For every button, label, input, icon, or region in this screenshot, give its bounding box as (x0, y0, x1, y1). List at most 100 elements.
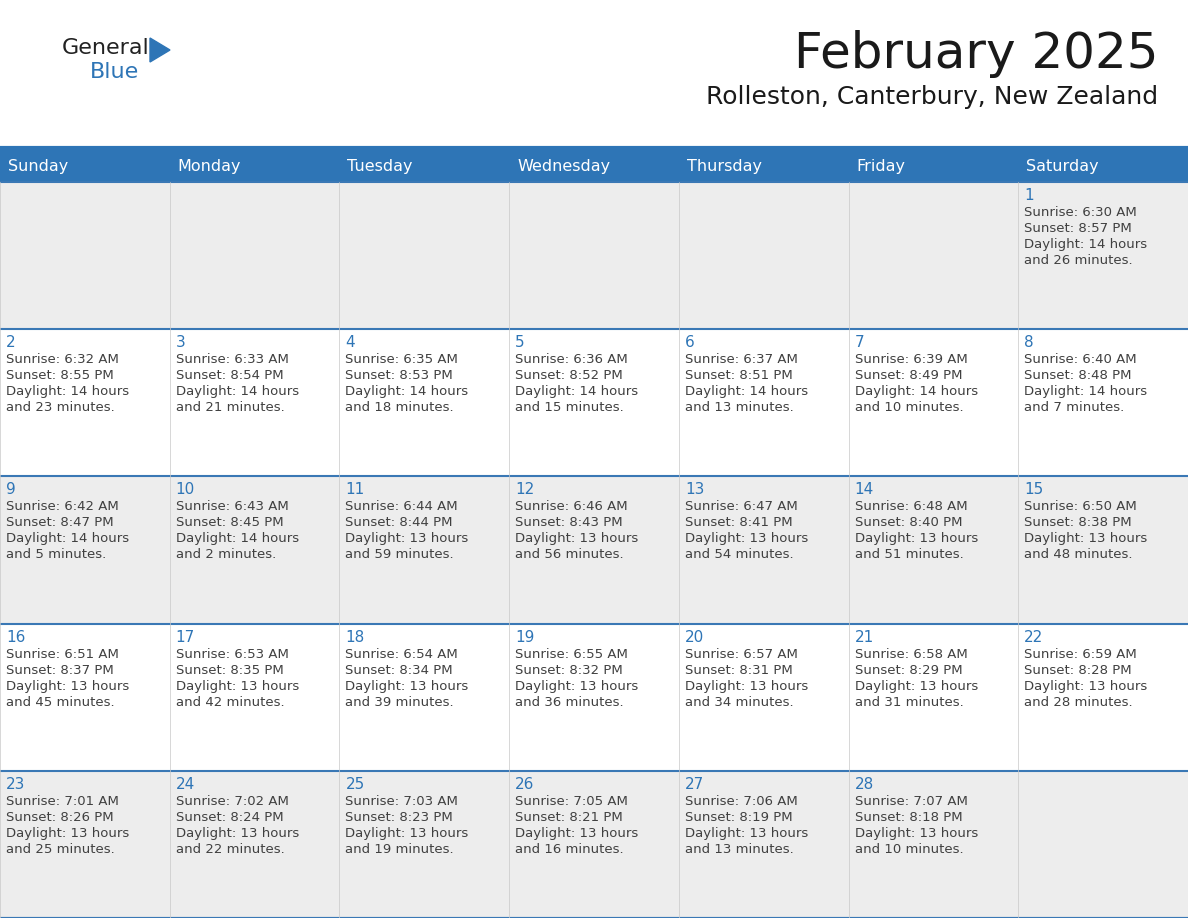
Text: Sunrise: 6:57 AM: Sunrise: 6:57 AM (684, 647, 797, 661)
Text: and 19 minutes.: and 19 minutes. (346, 843, 454, 856)
Text: Daylight: 13 hours: Daylight: 13 hours (516, 532, 638, 545)
Text: 21: 21 (854, 630, 874, 644)
Text: 14: 14 (854, 482, 874, 498)
Bar (0, 330, 1188, 476)
Text: Sunset: 8:44 PM: Sunset: 8:44 PM (346, 517, 453, 530)
Text: Sunset: 8:29 PM: Sunset: 8:29 PM (854, 664, 962, 677)
Text: and 15 minutes.: and 15 minutes. (516, 401, 624, 414)
Text: February 2025: February 2025 (794, 30, 1158, 78)
Text: Daylight: 13 hours: Daylight: 13 hours (854, 679, 978, 692)
Text: Sunset: 8:51 PM: Sunset: 8:51 PM (684, 369, 792, 382)
Text: 5: 5 (516, 335, 525, 350)
Text: 3: 3 (176, 335, 185, 350)
Text: 24: 24 (176, 777, 195, 792)
Text: Sunrise: 7:07 AM: Sunrise: 7:07 AM (854, 795, 967, 808)
Text: Sunset: 8:32 PM: Sunset: 8:32 PM (516, 664, 623, 677)
Text: 2: 2 (6, 335, 15, 350)
Text: Daylight: 14 hours: Daylight: 14 hours (346, 386, 468, 398)
Text: Sunset: 8:19 PM: Sunset: 8:19 PM (684, 811, 792, 823)
Text: Sunset: 8:43 PM: Sunset: 8:43 PM (516, 517, 623, 530)
Text: Sunset: 8:37 PM: Sunset: 8:37 PM (6, 664, 114, 677)
Text: 19: 19 (516, 630, 535, 644)
Text: 15: 15 (1024, 482, 1043, 498)
Text: Sunset: 8:18 PM: Sunset: 8:18 PM (854, 811, 962, 823)
Text: Daylight: 14 hours: Daylight: 14 hours (176, 532, 299, 545)
Text: Sunset: 8:45 PM: Sunset: 8:45 PM (176, 517, 284, 530)
Text: Sunrise: 6:37 AM: Sunrise: 6:37 AM (684, 353, 797, 366)
Text: Daylight: 13 hours: Daylight: 13 hours (684, 827, 808, 840)
Text: Sunrise: 7:01 AM: Sunrise: 7:01 AM (6, 795, 119, 808)
Text: Sunrise: 6:58 AM: Sunrise: 6:58 AM (854, 647, 967, 661)
Text: and 45 minutes.: and 45 minutes. (6, 696, 114, 709)
Text: and 18 minutes.: and 18 minutes. (346, 401, 454, 414)
Text: 10: 10 (176, 482, 195, 498)
Text: and 56 minutes.: and 56 minutes. (516, 548, 624, 562)
Text: Daylight: 14 hours: Daylight: 14 hours (854, 386, 978, 398)
Text: Sunrise: 6:53 AM: Sunrise: 6:53 AM (176, 647, 289, 661)
Text: and 2 minutes.: and 2 minutes. (176, 548, 276, 562)
Text: Daylight: 14 hours: Daylight: 14 hours (1024, 238, 1148, 251)
Text: Sunset: 8:53 PM: Sunset: 8:53 PM (346, 369, 453, 382)
Bar (0, 476, 1188, 623)
Text: Sunrise: 7:06 AM: Sunrise: 7:06 AM (684, 795, 797, 808)
Text: Blue: Blue (90, 62, 139, 82)
Text: 8: 8 (1024, 335, 1034, 350)
Text: Daylight: 13 hours: Daylight: 13 hours (1024, 532, 1148, 545)
Text: Sunrise: 6:39 AM: Sunrise: 6:39 AM (854, 353, 967, 366)
Text: Saturday: Saturday (1026, 159, 1099, 174)
Text: Sunset: 8:34 PM: Sunset: 8:34 PM (346, 664, 453, 677)
Text: and 23 minutes.: and 23 minutes. (6, 401, 115, 414)
Text: Sunset: 8:21 PM: Sunset: 8:21 PM (516, 811, 623, 823)
Text: Daylight: 13 hours: Daylight: 13 hours (346, 532, 469, 545)
Text: and 10 minutes.: and 10 minutes. (854, 401, 963, 414)
Text: 27: 27 (684, 777, 704, 792)
Text: Sunrise: 6:55 AM: Sunrise: 6:55 AM (516, 647, 628, 661)
Text: Sunday: Sunday (8, 159, 68, 174)
Text: Sunset: 8:31 PM: Sunset: 8:31 PM (684, 664, 792, 677)
Text: and 48 minutes.: and 48 minutes. (1024, 548, 1133, 562)
Text: Daylight: 13 hours: Daylight: 13 hours (1024, 679, 1148, 692)
Text: Daylight: 13 hours: Daylight: 13 hours (346, 679, 469, 692)
Text: Sunset: 8:38 PM: Sunset: 8:38 PM (1024, 517, 1132, 530)
Text: Sunrise: 6:33 AM: Sunrise: 6:33 AM (176, 353, 289, 366)
Text: 13: 13 (684, 482, 704, 498)
Text: Sunrise: 6:36 AM: Sunrise: 6:36 AM (516, 353, 628, 366)
Text: Sunrise: 7:05 AM: Sunrise: 7:05 AM (516, 795, 628, 808)
Text: Daylight: 13 hours: Daylight: 13 hours (176, 827, 299, 840)
Text: Sunrise: 6:35 AM: Sunrise: 6:35 AM (346, 353, 459, 366)
Text: 22: 22 (1024, 630, 1043, 644)
Text: Daylight: 13 hours: Daylight: 13 hours (684, 679, 808, 692)
Text: and 16 minutes.: and 16 minutes. (516, 843, 624, 856)
Text: 23: 23 (6, 777, 25, 792)
Text: and 31 minutes.: and 31 minutes. (854, 696, 963, 709)
Text: 9: 9 (6, 482, 15, 498)
Text: Daylight: 14 hours: Daylight: 14 hours (176, 386, 299, 398)
Text: Sunset: 8:47 PM: Sunset: 8:47 PM (6, 517, 114, 530)
Text: and 54 minutes.: and 54 minutes. (684, 548, 794, 562)
Bar (0, 771, 1188, 918)
Text: 18: 18 (346, 630, 365, 644)
Text: Sunset: 8:48 PM: Sunset: 8:48 PM (1024, 369, 1132, 382)
Text: Daylight: 13 hours: Daylight: 13 hours (346, 827, 469, 840)
Text: 17: 17 (176, 630, 195, 644)
Text: Daylight: 13 hours: Daylight: 13 hours (6, 827, 129, 840)
Text: Sunrise: 6:48 AM: Sunrise: 6:48 AM (854, 500, 967, 513)
Text: Sunset: 8:28 PM: Sunset: 8:28 PM (1024, 664, 1132, 677)
Text: Sunrise: 6:43 AM: Sunrise: 6:43 AM (176, 500, 289, 513)
Text: Sunset: 8:54 PM: Sunset: 8:54 PM (176, 369, 284, 382)
Text: Daylight: 14 hours: Daylight: 14 hours (6, 386, 129, 398)
Text: Sunrise: 6:50 AM: Sunrise: 6:50 AM (1024, 500, 1137, 513)
Text: Sunset: 8:40 PM: Sunset: 8:40 PM (854, 517, 962, 530)
Text: Daylight: 13 hours: Daylight: 13 hours (516, 827, 638, 840)
Text: and 5 minutes.: and 5 minutes. (6, 548, 106, 562)
Text: 28: 28 (854, 777, 874, 792)
Text: and 13 minutes.: and 13 minutes. (684, 843, 794, 856)
Text: and 7 minutes.: and 7 minutes. (1024, 401, 1125, 414)
Text: Daylight: 14 hours: Daylight: 14 hours (684, 386, 808, 398)
Text: Sunrise: 7:02 AM: Sunrise: 7:02 AM (176, 795, 289, 808)
Text: Daylight: 13 hours: Daylight: 13 hours (516, 679, 638, 692)
Text: 7: 7 (854, 335, 864, 350)
Text: Sunset: 8:57 PM: Sunset: 8:57 PM (1024, 222, 1132, 235)
Text: 16: 16 (6, 630, 25, 644)
Text: and 36 minutes.: and 36 minutes. (516, 696, 624, 709)
